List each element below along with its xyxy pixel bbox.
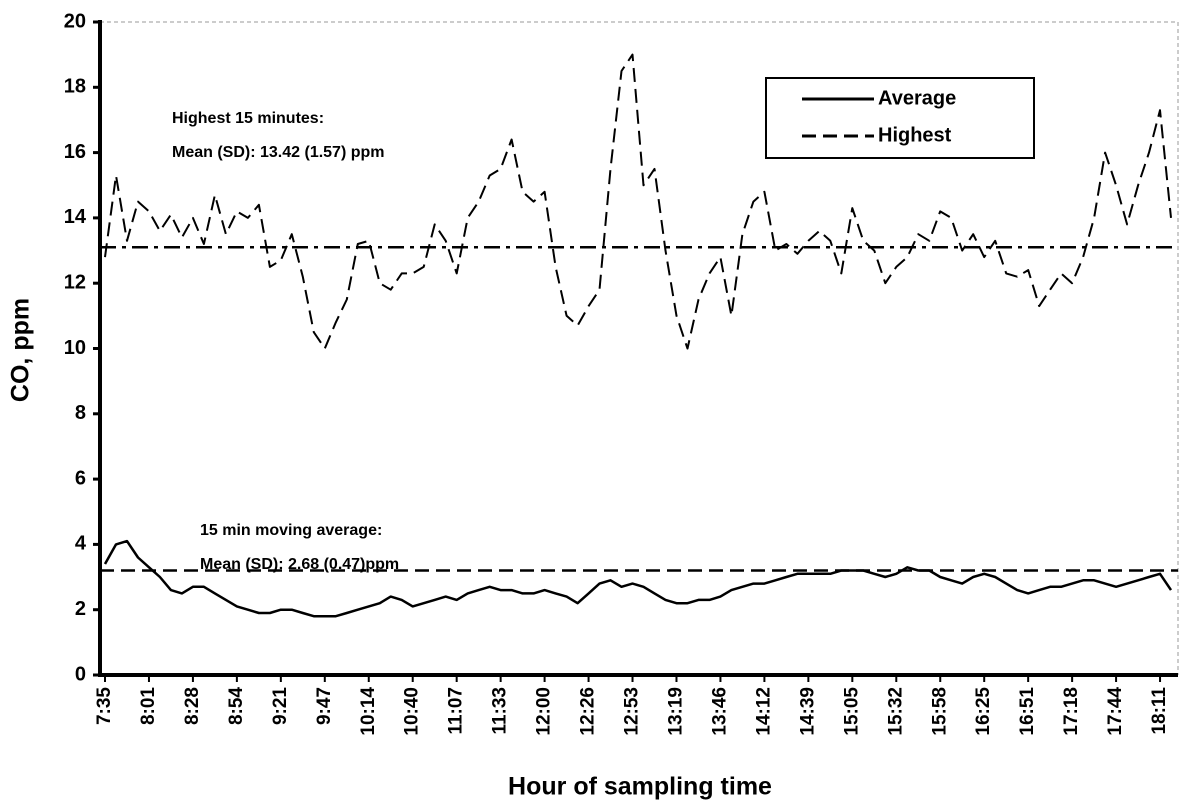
x-tick-label: 15:05 (841, 687, 862, 736)
x-tick-label: 9:21 (270, 687, 291, 725)
y-tick-label: 20 (64, 10, 86, 32)
x-tick-label: 8:01 (138, 687, 159, 725)
x-tick-label: 7:35 (94, 687, 115, 725)
y-tick-label: 12 (64, 271, 86, 293)
legend-label: Highest (878, 124, 952, 146)
y-tick-label: 18 (64, 76, 86, 98)
x-tick-label: 11:33 (490, 687, 511, 735)
y-tick-label: 6 (75, 467, 86, 489)
series-line (103, 539, 1173, 618)
x-tick-label: 15:32 (885, 687, 906, 736)
x-tick-label: 12:26 (578, 687, 599, 736)
x-tick-label: 16:51 (1017, 687, 1038, 736)
annotation: Highest 15 minutes: (172, 110, 324, 127)
y-tick-label: 10 (64, 337, 86, 359)
x-tick-label: 14:39 (797, 687, 818, 736)
y-tick-label: 14 (64, 206, 87, 228)
x-tick-label: 13:19 (665, 687, 686, 736)
annotation: Mean (SD): 2.68 (0.47)ppm (200, 556, 399, 573)
y-tick-label: 0 (75, 663, 86, 685)
x-tick-label: 8:54 (226, 687, 247, 725)
legend-label: Average (878, 87, 956, 109)
x-tick-label: 12:00 (534, 687, 555, 736)
x-tick-label: 10:40 (402, 687, 423, 736)
y-tick-label: 4 (75, 533, 87, 555)
series-line (104, 53, 1172, 350)
x-tick-label: 17:44 (1105, 687, 1126, 736)
y-tick-label: 16 (64, 141, 86, 163)
y-tick-label: 2 (75, 598, 86, 620)
y-axis-title: CO, ppm (7, 298, 35, 402)
x-tick-label: 11:07 (446, 687, 467, 735)
legend-box (765, 77, 1035, 159)
x-tick-label: 9:47 (314, 687, 335, 725)
x-tick-label: 17:18 (1061, 687, 1082, 736)
x-tick-label: 16:25 (973, 687, 994, 736)
x-axis-title: Hour of sampling time (508, 773, 772, 801)
annotation: 15 min moving average: (200, 522, 382, 539)
x-tick-label: 18:11 (1149, 687, 1170, 735)
x-tick-label: 15:58 (929, 687, 950, 736)
x-tick-label: 8:28 (182, 687, 203, 725)
x-tick-label: 12:53 (622, 687, 643, 736)
x-tick-label: 14:12 (753, 687, 774, 736)
annotation: Mean (SD): 13.42 (1.57) ppm (172, 144, 385, 161)
y-tick-label: 8 (75, 402, 86, 424)
x-tick-label: 10:14 (358, 687, 379, 736)
x-tick-label: 13:46 (709, 687, 730, 736)
